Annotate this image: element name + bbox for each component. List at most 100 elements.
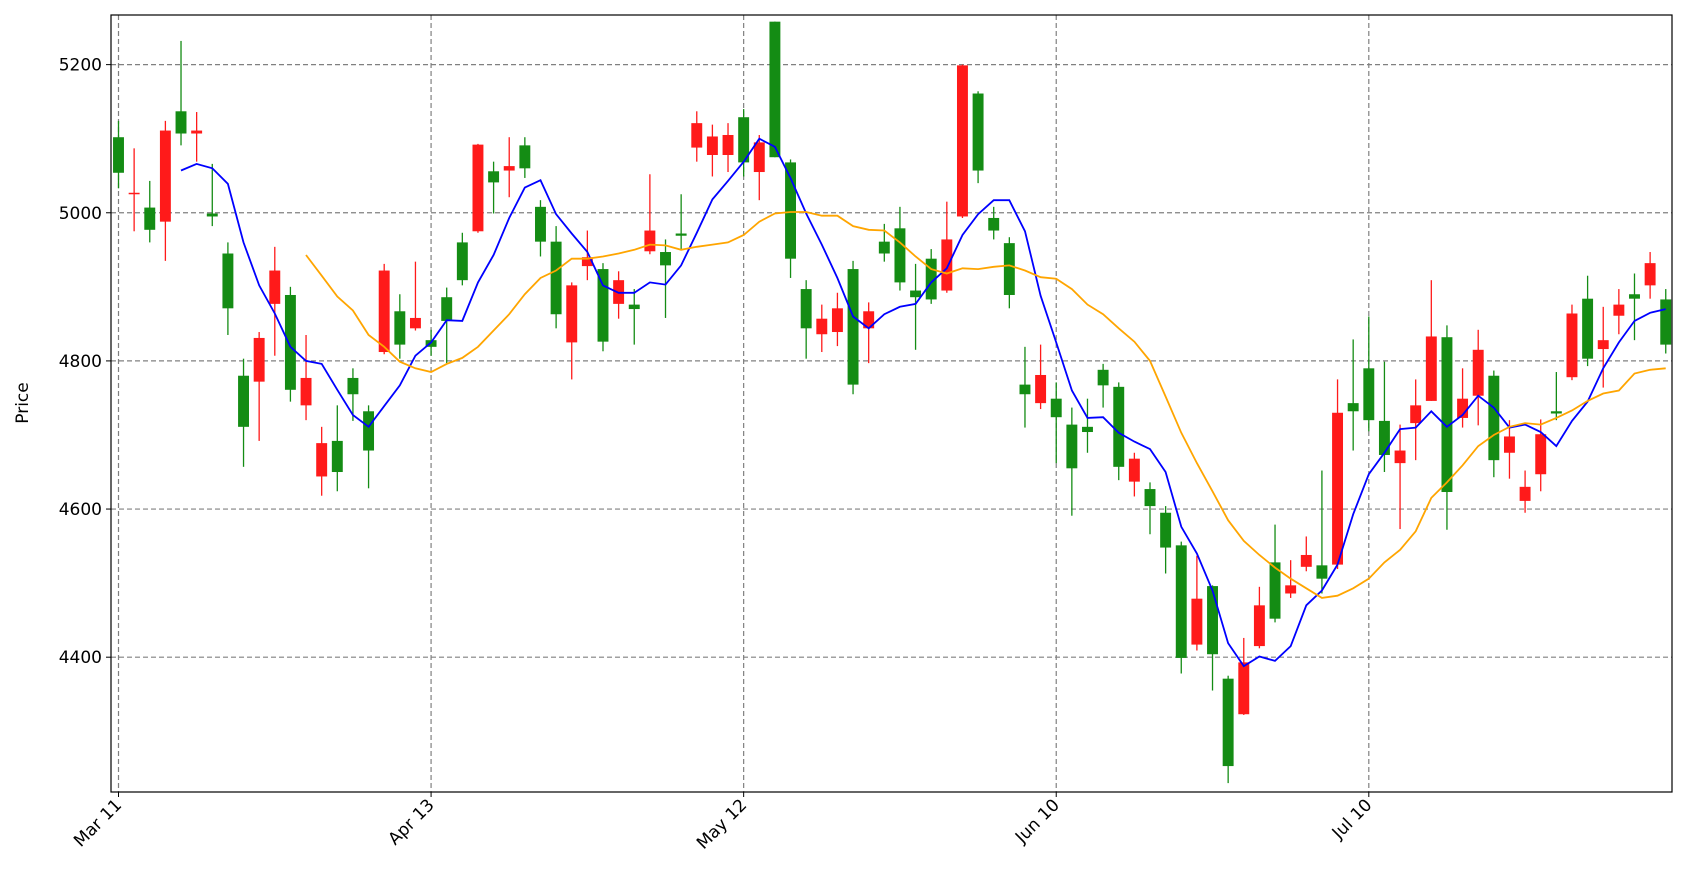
candle-body: [1035, 374, 1047, 404]
candle-body: [1410, 405, 1422, 424]
candle-body: [769, 21, 781, 158]
candle-body: [1535, 434, 1547, 475]
candle-body: [1457, 398, 1469, 418]
candle-body: [159, 130, 171, 222]
candle-body: [816, 318, 828, 335]
candle-body: [675, 233, 687, 236]
moving-average-line: [305, 211, 1666, 599]
candle-body: [1644, 263, 1656, 286]
candle-body: [660, 252, 671, 266]
candle-body: [472, 144, 484, 232]
candle-body: [1394, 450, 1406, 464]
candle-body: [1316, 565, 1328, 579]
candle-body: [847, 269, 859, 385]
candle-body: [1160, 512, 1172, 548]
candle-body: [1050, 398, 1062, 418]
plot-frame: [110, 14, 1673, 793]
candle-body: [1113, 386, 1125, 467]
candle-body: [566, 285, 578, 343]
candle-body: [628, 304, 640, 310]
candle-body: [1222, 678, 1234, 767]
y-tick-label: 4600: [59, 500, 102, 520]
y-tick-label: 4800: [59, 352, 102, 372]
candle-body: [1253, 605, 1265, 647]
candle-body: [144, 207, 156, 230]
candle-body: [706, 136, 718, 155]
candle-body: [738, 117, 750, 163]
candle-body: [347, 377, 359, 395]
candle-body: [956, 65, 968, 217]
candle-body: [1097, 369, 1109, 386]
candle-body: [925, 258, 937, 300]
candle-body: [1332, 412, 1344, 565]
candle-body: [581, 257, 593, 267]
x-tick-label: Mar 11: [70, 795, 126, 851]
candle-body: [456, 242, 468, 281]
candle-body: [1503, 436, 1515, 453]
candle-body: [1613, 304, 1625, 316]
candle-body: [1582, 298, 1594, 359]
candle-body: [441, 297, 453, 321]
candle-body: [1566, 313, 1578, 378]
candle-body: [175, 111, 187, 134]
y-tick-label: 5200: [59, 56, 102, 76]
candle-body: [894, 228, 906, 283]
candle-body: [800, 289, 812, 329]
candle-body: [753, 142, 765, 173]
candle-body: [519, 145, 531, 169]
candle-body: [597, 269, 609, 342]
x-tick-label: Apr 13: [385, 795, 439, 849]
candle-body: [878, 241, 890, 254]
candle-body: [1003, 243, 1015, 295]
x-tick-label: Jul 10: [1328, 795, 1376, 843]
candle-body: [863, 311, 875, 329]
candle-body: [503, 166, 515, 171]
y-tick-label: 4400: [59, 648, 102, 668]
candle-body: [988, 217, 1000, 231]
candle-body: [1269, 562, 1281, 619]
candle-body: [191, 130, 203, 134]
candle-body: [1066, 424, 1078, 469]
candle-body: [1363, 368, 1375, 421]
candle-body: [253, 337, 265, 382]
candle-body: [1597, 340, 1609, 350]
candle-body: [1425, 336, 1437, 401]
candle-body: [1347, 403, 1359, 412]
candle-body: [972, 93, 984, 171]
candle-body: [1550, 411, 1562, 414]
candle-body: [1175, 545, 1187, 658]
candle-body: [363, 411, 375, 451]
candle-body: [1082, 426, 1093, 433]
candle-body: [284, 294, 296, 390]
candle-body: [113, 137, 124, 173]
y-axis-label: Price: [13, 382, 33, 423]
candle-body: [128, 192, 140, 195]
candle-body: [1378, 420, 1390, 455]
candle-body: [378, 270, 390, 353]
candle-body: [331, 440, 343, 473]
candle-body: [488, 171, 500, 183]
candle-body: [941, 239, 953, 291]
moving-average-line: [180, 137, 1666, 668]
candle-body: [1441, 337, 1453, 493]
candle-body: [1488, 375, 1500, 461]
candle-body: [910, 290, 922, 298]
candle-body: [409, 317, 421, 329]
candle-body: [550, 241, 562, 315]
candle-body: [1128, 458, 1140, 482]
y-tick-label: 5000: [59, 204, 102, 224]
candle-body: [1207, 586, 1218, 655]
candle-body: [316, 443, 328, 477]
candle-body: [1191, 598, 1203, 645]
x-tick-label: Jun 10: [1011, 795, 1064, 848]
candle-body: [691, 123, 703, 148]
candle-body: [222, 253, 234, 309]
candle-body: [394, 311, 406, 345]
candle-body: [644, 230, 656, 252]
candle-body: [831, 308, 843, 333]
candle-body: [535, 206, 546, 242]
candle-body: [1472, 349, 1484, 396]
candle-body: [722, 134, 734, 155]
candle-body: [238, 375, 249, 427]
